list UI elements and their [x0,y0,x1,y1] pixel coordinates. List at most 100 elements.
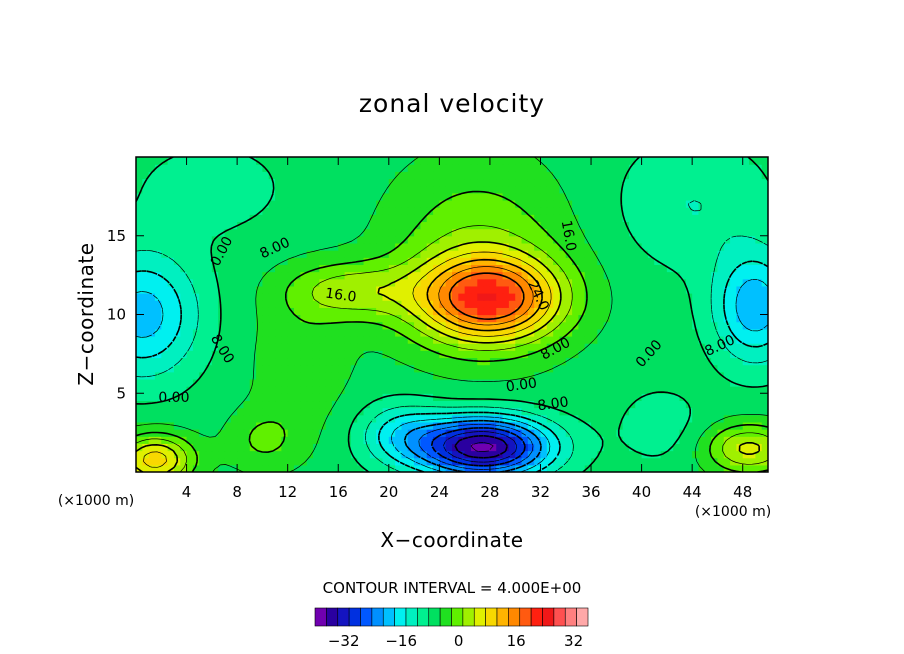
field-cell [470,278,478,287]
field-cell [458,371,466,380]
field-cell [730,257,737,265]
field-cell [698,400,706,409]
field-cell [572,371,579,380]
field-cell [591,185,598,194]
field-cell [414,307,421,316]
field-cell [736,321,744,330]
field-cell [338,386,346,394]
field-cell [610,250,617,258]
field-cell [477,192,485,201]
field-cell [698,364,706,373]
field-cell [357,235,365,244]
field-cell [167,371,175,380]
field-cell [262,393,270,402]
field-cell [610,321,617,330]
field-cell [584,321,592,330]
field-cell [527,307,535,316]
field-cell [654,285,662,294]
field-cell [755,328,763,337]
field-cell [350,221,358,230]
field-cell [622,214,630,223]
field-cell [262,257,270,265]
field-cell [300,414,308,423]
field-cell [515,257,523,265]
field-cell [426,307,434,316]
field-cell [363,457,371,466]
field-cell [388,443,396,452]
field-cell [565,450,573,459]
field-cell [382,429,390,437]
field-cell [489,443,497,452]
field-cell [591,414,598,423]
field-cell [363,386,371,394]
field-cell [205,407,213,416]
field-cell [344,257,352,265]
field-cell [218,421,226,430]
field-cell [515,250,523,258]
field-cell [742,457,750,466]
field-cell [136,235,143,244]
field-cell [306,300,314,308]
field-cell [470,192,478,201]
field-cell [433,235,440,244]
field-cell [369,214,377,223]
field-cell [256,171,263,180]
field-cell [401,393,409,402]
field-cell [635,443,643,452]
field-cell [312,443,320,452]
field-cell [742,328,750,337]
field-cell [508,386,516,394]
field-cell [350,285,358,294]
field-cell [136,436,143,444]
field-cell [742,157,750,165]
field-cell [534,285,542,294]
field-cell [730,321,737,330]
field-cell [369,171,377,180]
field-cell [173,400,181,409]
y-tick-label: 10 [107,306,126,324]
field-cell [249,464,257,472]
field-cell [521,185,529,194]
field-cell [306,192,314,201]
field-cell [142,257,150,265]
field-cell [591,407,598,416]
field-cell [224,271,232,280]
field-cell [338,307,346,316]
field-cell [325,171,333,180]
field-cell [742,264,750,273]
field-cell [256,228,263,237]
field-cell [572,414,579,423]
field-cell [357,314,365,323]
field-cell [534,314,542,323]
field-cell [508,328,516,337]
field-cell [249,250,257,258]
field-cell [256,178,263,187]
field-cell [136,343,143,351]
field-cell [730,407,737,416]
field-cell [401,214,409,223]
field-cell [407,371,415,380]
field-cell [736,185,744,194]
field-cell [546,400,554,409]
field-cell [553,443,561,452]
field-cell [673,314,681,323]
field-cell [508,171,516,180]
field-cell [205,171,213,180]
field-cell [546,371,554,380]
field-cell [717,257,725,265]
field-cell [350,199,358,208]
field-cell [584,328,592,337]
field-cell [660,450,668,459]
field-cell [426,264,434,273]
field-cell [730,443,737,452]
field-cell [603,221,611,230]
field-cell [445,371,453,380]
field-cell [186,192,194,201]
field-cell [591,214,598,223]
field-cell [553,457,561,466]
colorbar-swatch [485,607,498,627]
field-cell [256,378,263,387]
field-cell [483,378,491,387]
field-cell [173,464,181,472]
field-cell [186,271,194,280]
